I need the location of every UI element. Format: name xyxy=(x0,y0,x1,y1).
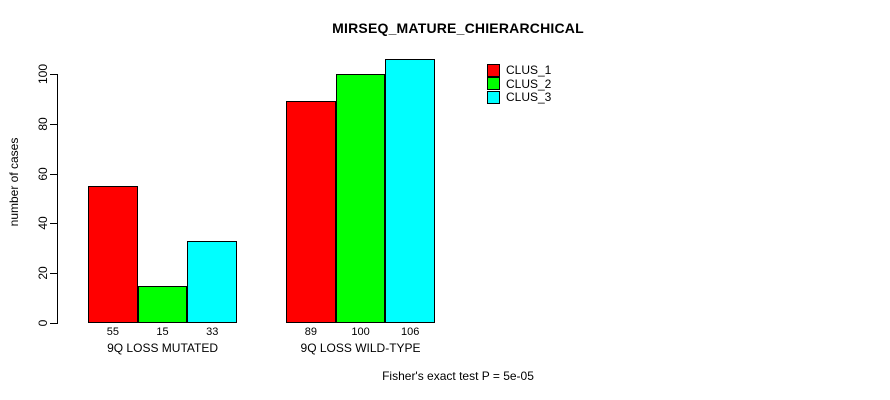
y-axis-label: number of cases xyxy=(7,137,21,227)
bar-clus_3-group1 xyxy=(187,240,238,323)
bar-value-label: 100 xyxy=(351,326,370,338)
y-tick-label: 100 xyxy=(36,63,50,85)
bar-clus_1-group1 xyxy=(88,186,138,323)
y-tick xyxy=(50,273,57,275)
y-tick xyxy=(50,173,57,175)
bar-clus_3-group2 xyxy=(385,59,436,323)
bar-clus_2-group2 xyxy=(335,74,386,323)
legend-swatch-icon xyxy=(487,63,500,77)
bar-clus_2-group1 xyxy=(137,285,188,323)
legend-swatch-icon xyxy=(487,77,500,90)
x-category-label: 9Q LOSS MUTATED xyxy=(107,341,218,355)
y-tick xyxy=(50,123,57,125)
legend-item: CLUS_1 xyxy=(487,63,552,77)
legend-swatch-icon xyxy=(487,90,500,104)
y-tick-label: 40 xyxy=(36,216,50,231)
legend-label: CLUS_1 xyxy=(506,63,552,77)
legend-item: CLUS_3 xyxy=(487,90,552,104)
y-tick-label: 20 xyxy=(36,266,50,280)
legend: CLUS_1 CLUS_2 CLUS_3 xyxy=(487,63,552,105)
bar-value-label: 15 xyxy=(156,326,169,338)
legend-label: CLUS_3 xyxy=(506,90,552,104)
bar-value-label: 89 xyxy=(304,326,317,338)
y-tick-label: 80 xyxy=(36,117,50,131)
x-category-label: 9Q LOSS WILD-TYPE xyxy=(300,341,421,355)
y-axis-line xyxy=(57,74,58,324)
bar-value-label: 55 xyxy=(106,326,119,338)
y-tick xyxy=(50,74,57,75)
bar-clus_1-group2 xyxy=(286,101,336,323)
legend-label: CLUS_2 xyxy=(506,76,552,91)
y-tick xyxy=(50,223,57,225)
chart-title: MIRSEQ_MATURE_CHIERARCHICAL xyxy=(332,20,584,36)
y-tick-label: 60 xyxy=(36,166,50,181)
y-tick-label: 0 xyxy=(36,319,50,327)
y-tick xyxy=(50,323,57,324)
annotation-text: Fisher's exact test P = 5e-05 xyxy=(382,369,534,383)
legend-item: CLUS_2 xyxy=(487,76,552,91)
bar-value-label: 106 xyxy=(401,326,420,338)
bar-value-label: 33 xyxy=(206,326,219,338)
